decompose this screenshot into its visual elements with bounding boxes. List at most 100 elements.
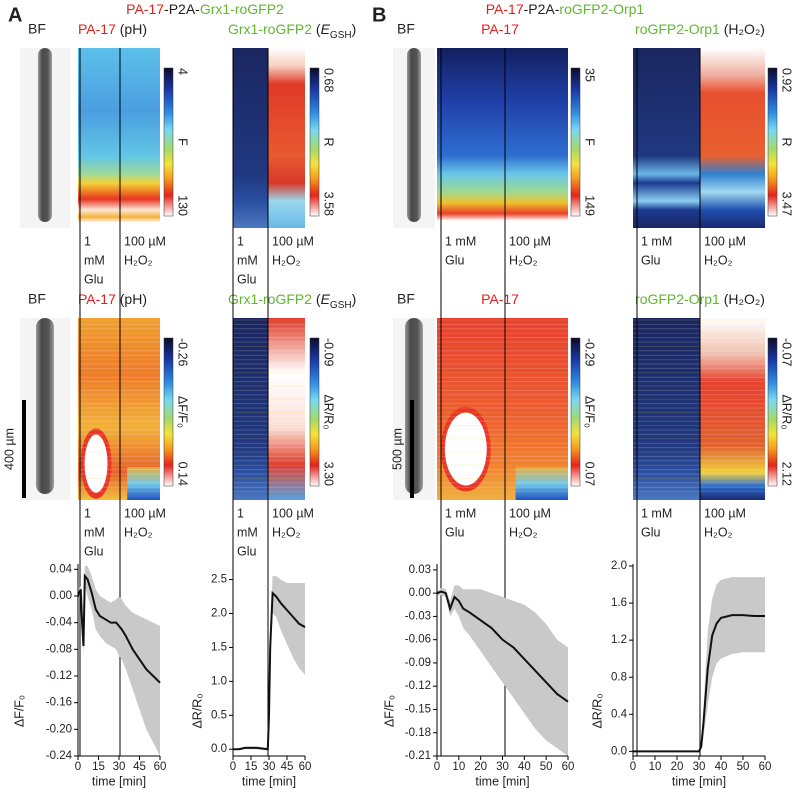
y-tick-label: 1.2 — [611, 634, 627, 646]
title-part: Grx1-roGFP2 — [200, 1, 284, 17]
x-tick-label: 0 — [75, 761, 81, 773]
x-axis-label: time [min] — [242, 774, 296, 788]
title-part: (pH) — [116, 21, 147, 37]
bf-label: BF — [28, 291, 46, 307]
heatmap-region — [268, 318, 305, 500]
treatment-label: Glu — [237, 544, 257, 558]
colorbar-label: F — [583, 138, 597, 146]
heatmap-region — [268, 48, 305, 228]
title-part: roGFP2-Orp1 — [559, 1, 644, 17]
title-text: PA-17-P2A-Grx1-roGFP2 — [126, 1, 284, 17]
y-tick-label: 0.4 — [611, 708, 628, 720]
x-tick-label: 0 — [434, 761, 440, 773]
scale-bar — [410, 400, 414, 498]
root — [36, 318, 54, 494]
x-tick-label: 30 — [496, 761, 509, 773]
title-text: PA-17-P2A-roGFP2-Orp1 — [486, 1, 645, 17]
title-part: Grx1-roGFP2 — [228, 291, 312, 307]
treatment-label: Glu — [445, 253, 465, 267]
y-tick-label: 1.6 — [611, 597, 627, 609]
x-tick-label: 15 — [245, 761, 258, 773]
y-tick-label: 1.5 — [211, 641, 227, 653]
x-axis-label: time [min] — [672, 774, 726, 788]
colorbar-label: 3.30 — [322, 462, 336, 486]
treatment-label: 1 mM — [641, 234, 672, 248]
x-tick-label: 60 — [299, 761, 312, 773]
colorbar-label: 2.12 — [780, 462, 794, 486]
treatment-label: mM — [84, 253, 105, 267]
treatment-label: Glu — [641, 525, 661, 539]
y-axis-label: ΔR/R₀ — [590, 693, 604, 728]
treatment-label: 1 mM — [641, 506, 672, 520]
treatment-label: mM — [237, 525, 258, 539]
colorbar — [767, 67, 778, 217]
sd-band — [233, 576, 305, 751]
colorbar-label: 0.68 — [322, 68, 336, 92]
y-tick-label: 2.0 — [211, 608, 227, 620]
treatment-label: 1 — [84, 234, 91, 248]
scale-bar-label: 400 µm — [2, 428, 16, 470]
colorbar-label: -0.26 — [176, 338, 190, 367]
mean-line — [233, 590, 306, 751]
y-tick-label: 2.0 — [611, 560, 627, 572]
panel-letter: B — [372, 4, 386, 26]
scale-bar-label: 500 µm — [390, 428, 404, 470]
y-tick-label: -0.16 — [46, 697, 72, 709]
y-tick-label: -0.04 — [46, 617, 73, 629]
treatment-label: H₂O₂ — [124, 253, 153, 267]
title-text: roGFP2-Orp1 (H₂O₂) — [635, 291, 765, 307]
treatment-label: 100 µM — [124, 506, 166, 520]
colorbar — [570, 337, 581, 487]
title-text: roGFP2-Orp1 (H₂O₂) — [635, 21, 765, 37]
colorbar — [163, 337, 174, 487]
heatmap-region — [700, 48, 765, 228]
colorbar — [570, 67, 581, 217]
x-tick-label: 0 — [230, 761, 236, 773]
treatment-label: 1 mM — [445, 506, 476, 520]
colorbar-label: ΔR/R₀ — [322, 394, 336, 429]
treatment-label: 1 mM — [445, 234, 476, 248]
treatment-label: H₂O₂ — [272, 525, 301, 539]
treatment-label: mM — [237, 253, 258, 267]
y-tick-label: 0.04 — [50, 563, 73, 575]
y-tick-label: 0.8 — [611, 671, 627, 683]
treatment-label: Glu — [641, 253, 661, 267]
treatment-label: Glu — [84, 544, 104, 558]
y-tick-label: 1.0 — [211, 675, 227, 687]
title-part: Grx1-roGFP2 — [228, 21, 312, 37]
x-tick-label: 40 — [715, 761, 728, 773]
colorbar-label: 130 — [176, 195, 190, 216]
colorbar-label: 3.58 — [322, 192, 336, 216]
y-tick-label: -0.09 — [405, 657, 431, 669]
x-tick-label: 30 — [113, 761, 126, 773]
treatment-label: H₂O₂ — [272, 253, 301, 267]
title-part: (H₂O₂) — [720, 21, 765, 37]
panel-letter: A — [8, 4, 22, 26]
heatmap — [78, 48, 160, 228]
x-tick-label: 60 — [154, 761, 167, 773]
treatment-label: H₂O₂ — [704, 253, 733, 267]
heatmap-region — [515, 467, 568, 500]
treatment-label: Glu — [445, 525, 465, 539]
y-tick-label: 0.0 — [211, 743, 227, 755]
x-tick-label: 20 — [671, 761, 684, 773]
title-text: PA-17 (pH) — [78, 21, 147, 37]
title-part: GSH — [330, 30, 352, 41]
treatment-label: 100 µM — [272, 234, 314, 248]
heatmap-region — [127, 467, 160, 500]
title-part: E — [321, 21, 331, 37]
y-tick-label: -0.21 — [405, 750, 431, 762]
colorbar-label: -0.29 — [583, 338, 597, 367]
x-tick-label: 40 — [518, 761, 531, 773]
colorbar — [309, 67, 320, 217]
colorbar-label: -0.09 — [322, 338, 336, 367]
treatment-label: 100 µM — [704, 506, 746, 520]
y-tick-label: -0.12 — [46, 670, 72, 682]
x-tick-label: 60 — [759, 761, 772, 773]
title-part: ) — [352, 291, 357, 307]
bf-label: BF — [397, 291, 415, 307]
x-axis-label: time [min] — [92, 774, 146, 788]
x-tick-label: 15 — [92, 761, 105, 773]
title-text: PA-17 — [481, 291, 519, 307]
